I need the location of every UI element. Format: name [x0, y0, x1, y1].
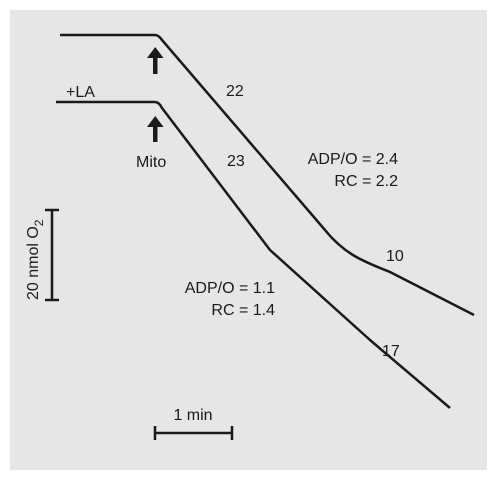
- y-scale-label-main: 20 nmol O: [25, 226, 42, 300]
- y-scale-bar: [45, 208, 59, 302]
- arrow-up-icon: [147, 116, 164, 142]
- x-scale-label: 1 min: [173, 407, 212, 424]
- annotation-line: ADP/O = 2.4: [308, 151, 398, 168]
- rate-label: 22: [226, 83, 244, 100]
- y-scale-label: 20 nmol O2: [25, 219, 46, 300]
- rate-label: 17: [382, 343, 400, 360]
- x-scale-bar: [153, 426, 234, 440]
- trace-lower: [56, 100, 451, 409]
- annotation-line: ADP/O = 1.1: [185, 280, 275, 297]
- oxygen-trace-chart: +LA Mito 22 23 10 17 ADP/O = 2.4 RC = 2.…: [25, 33, 475, 440]
- chart-panel: +LA Mito 22 23 10 17 ADP/O = 2.4 RC = 2.…: [10, 10, 487, 470]
- trace-upper: [60, 33, 475, 317]
- pre-label-lower: +LA: [66, 84, 95, 101]
- arrow-up-icon: [147, 47, 164, 74]
- arrow-label-lower: Mito: [136, 154, 166, 171]
- rate-label: 10: [386, 248, 404, 265]
- annotation-line: RC = 1.4: [211, 302, 275, 319]
- annotation-line: RC = 2.2: [334, 173, 398, 190]
- rate-label: 23: [227, 153, 245, 170]
- y-scale-label-subscript: 2: [32, 219, 46, 226]
